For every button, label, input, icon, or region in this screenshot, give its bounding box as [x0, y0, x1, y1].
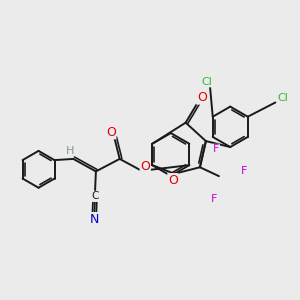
- Text: Cl: Cl: [278, 93, 288, 103]
- Text: C: C: [91, 191, 99, 201]
- Text: Cl: Cl: [201, 76, 212, 87]
- Text: F: F: [211, 194, 217, 204]
- Text: O: O: [106, 126, 116, 139]
- Text: N: N: [90, 213, 99, 226]
- Text: O: O: [140, 160, 150, 173]
- Text: F: F: [213, 144, 219, 154]
- Text: F: F: [241, 166, 247, 176]
- Text: H: H: [66, 146, 74, 156]
- Text: O: O: [197, 91, 207, 104]
- Text: O: O: [168, 174, 178, 187]
